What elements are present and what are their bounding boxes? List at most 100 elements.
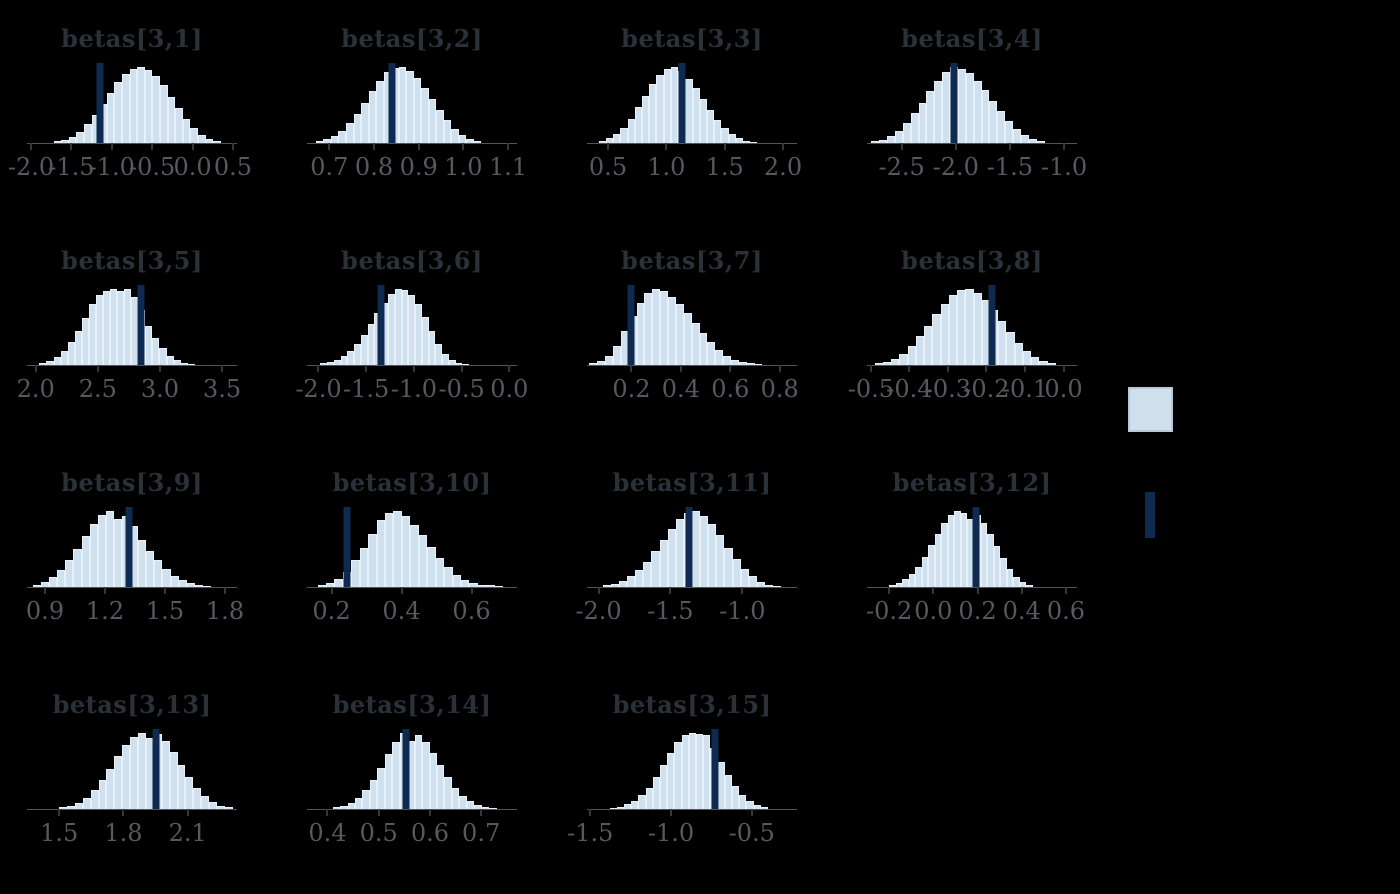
axis-tick: [44, 587, 46, 594]
axis-tick-label: 3.0: [140, 375, 180, 403]
true-value-marker: [627, 285, 635, 365]
histogram-bin: [965, 73, 974, 143]
axis-tick-label: 1.1: [488, 153, 528, 181]
histogram-bin: [879, 139, 888, 143]
histogram-bin: [32, 584, 42, 587]
x-axis-line: [27, 809, 237, 810]
histogram-bin: [1020, 135, 1029, 143]
histogram-bin: [98, 780, 107, 809]
histogram-bin: [376, 520, 385, 587]
axis-tick: [400, 587, 403, 594]
histogram-bin: [486, 585, 495, 587]
axis-tick-label: -2.0: [575, 597, 622, 625]
x-axis-line: [587, 143, 797, 144]
histogram-bin: [700, 515, 709, 587]
axis-tick-label: -0.2: [865, 597, 913, 625]
histogram-bin: [899, 353, 908, 365]
axis-tick: [1063, 143, 1065, 150]
histogram-bin: [74, 802, 83, 809]
histogram-bin: [683, 313, 692, 365]
histogram-bin: [981, 89, 990, 143]
axis-tick-label: -0.5: [129, 153, 176, 181]
x-axis-line: [307, 587, 517, 588]
axis-tick: [221, 365, 224, 372]
histogram-bin: [1047, 363, 1056, 365]
axis-tick-label: 1.5: [40, 819, 79, 847]
x-axis-line: [307, 143, 517, 144]
axis-tick-label: -2.0: [295, 375, 342, 403]
histogram-bin: [1013, 577, 1020, 587]
axis-tick-label: 0.9: [399, 153, 438, 181]
histogram-bin: [634, 107, 642, 143]
x-axis-line: [867, 143, 1077, 144]
histogram-bin: [667, 752, 675, 809]
histogram-bars: [32, 508, 212, 587]
histogram-bin: [368, 533, 377, 587]
histogram-bin: [724, 547, 733, 587]
histogram-bin: [398, 67, 407, 143]
histogram-bin: [360, 334, 368, 365]
histogram-bin: [84, 124, 92, 143]
histogram-panel: betas[3,14] 0.4 0.5 0.6 0.7: [280, 672, 560, 894]
axis-tick: [869, 365, 872, 372]
histogram-bin: [102, 290, 111, 365]
histogram-bin: [692, 511, 701, 587]
histogram-bin: [743, 140, 751, 143]
histogram-bin: [205, 139, 214, 143]
axis-tick: [1023, 365, 1026, 372]
histogram-bin: [932, 314, 941, 365]
true-value-marker: [137, 285, 145, 365]
axis-tick: [191, 143, 194, 150]
axis-tick-label: 2.5: [78, 375, 117, 403]
x-axis-line: [27, 587, 237, 588]
plot-area: 0.2 0.4 0.6: [307, 507, 517, 625]
axis-tick: [597, 587, 600, 594]
histogram-bin: [166, 355, 174, 365]
axis-tick-label: 0.6: [1046, 597, 1086, 625]
axis-tick-label: 0.4: [308, 819, 347, 847]
histogram-bin: [129, 68, 138, 143]
histogram-panel: betas[3,10] 0.2 0.4 0.6: [280, 450, 560, 672]
axis-tick-label: 0.0: [914, 597, 953, 625]
histogram-bin: [323, 139, 331, 143]
histogram-bin: [908, 574, 916, 587]
axis-tick-label: 0.5: [359, 819, 398, 847]
axis-tick: [428, 809, 431, 816]
histogram-bin: [738, 361, 747, 365]
axis-tick: [729, 365, 732, 372]
histogram-bin: [609, 808, 617, 809]
histogram-panel: betas[3,12] -0.2 0.0 0.2 0.4 0.6: [840, 450, 1120, 672]
axis-tick: [1064, 587, 1067, 594]
axis-tick: [976, 587, 979, 594]
histogram-bin: [740, 568, 749, 587]
histogram-bin: [619, 580, 628, 587]
histogram-bin: [347, 350, 355, 365]
axis-tick: [669, 587, 672, 594]
histogram-bin: [997, 111, 1006, 143]
histogram-bin: [957, 68, 966, 143]
plot-area: 0.4 0.5 0.6 0.7: [307, 729, 517, 847]
histogram-bin: [894, 130, 903, 143]
x-axis-line: [27, 365, 237, 366]
histogram-bin: [122, 744, 131, 809]
histogram-bin: [347, 802, 355, 809]
histogram-bin: [325, 583, 335, 587]
histogram-bin: [421, 87, 429, 143]
histogram-bin: [353, 114, 362, 143]
histogram-bin: [144, 70, 153, 143]
histogram-bin: [105, 511, 114, 587]
axis-tick-label: -1.0: [1040, 153, 1088, 181]
axis-tick: [782, 143, 784, 150]
axis-tick-label: 0.9: [25, 597, 65, 625]
axis-tick-label: -0.5: [728, 819, 775, 847]
axis-tick: [1062, 365, 1065, 372]
axis-tick-label: -0.5: [438, 375, 485, 403]
axis-tick: [110, 143, 113, 150]
histogram-bin: [746, 801, 754, 809]
histogram-bin: [429, 752, 437, 809]
axis-tick: [932, 587, 935, 594]
histogram-bin: [980, 522, 988, 587]
x-axis-line: [587, 587, 797, 588]
histogram-bin: [1039, 361, 1048, 365]
histogram-bin: [993, 546, 1001, 587]
